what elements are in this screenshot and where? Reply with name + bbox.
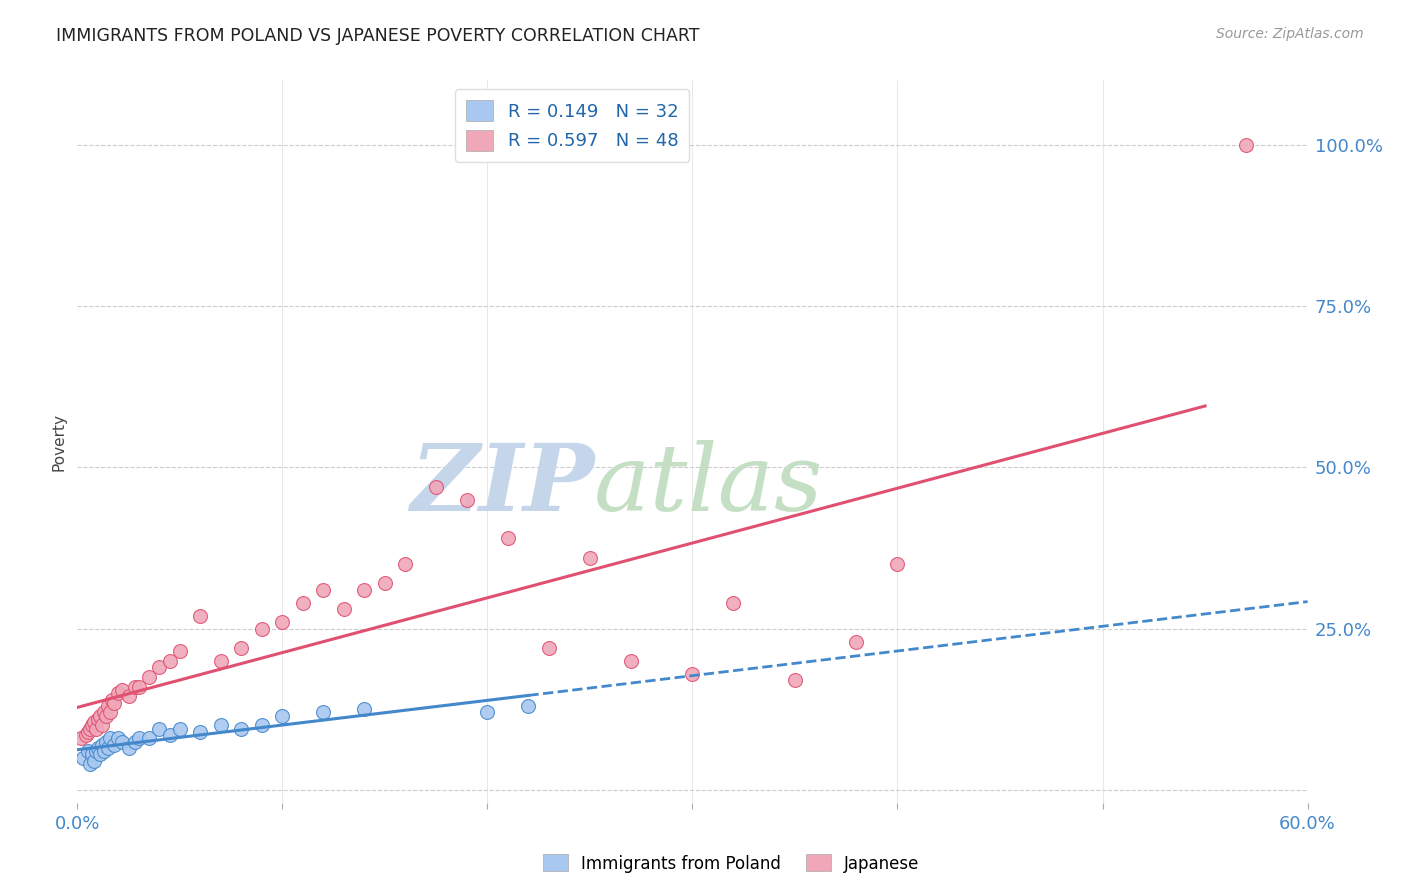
Point xyxy=(209,654,232,668)
Legend: Immigrants from Poland, Japanese: Immigrants from Poland, Japanese xyxy=(536,847,927,880)
Point xyxy=(75,728,97,742)
Point xyxy=(103,738,125,752)
Point xyxy=(845,634,868,648)
Point xyxy=(159,728,181,742)
Point xyxy=(124,680,146,694)
Point xyxy=(70,731,93,746)
Point xyxy=(209,718,232,732)
Point xyxy=(374,576,396,591)
Point xyxy=(353,582,375,597)
Point xyxy=(231,640,253,655)
Point xyxy=(103,696,125,710)
Point xyxy=(79,757,101,772)
Point xyxy=(620,654,643,668)
Point xyxy=(98,706,121,720)
Point xyxy=(111,682,134,697)
Text: IMMIGRANTS FROM POLAND VS JAPANESE POVERTY CORRELATION CHART: IMMIGRANTS FROM POLAND VS JAPANESE POVER… xyxy=(56,27,700,45)
Point xyxy=(231,722,253,736)
Point xyxy=(138,731,160,746)
Point xyxy=(98,731,121,746)
Point xyxy=(87,712,110,726)
Point xyxy=(169,644,191,658)
Text: ZIP: ZIP xyxy=(409,440,595,530)
Point xyxy=(579,550,602,565)
Point xyxy=(117,690,139,704)
Point xyxy=(84,744,107,758)
Point xyxy=(312,706,335,720)
Point xyxy=(93,706,115,720)
Point xyxy=(97,699,120,714)
Point xyxy=(271,615,294,630)
Point xyxy=(107,686,129,700)
Point xyxy=(148,722,170,736)
Point xyxy=(188,724,212,739)
Point xyxy=(783,673,806,688)
Point xyxy=(76,744,98,758)
Point xyxy=(456,492,478,507)
Point xyxy=(188,608,212,623)
Point xyxy=(496,531,519,545)
Point xyxy=(1234,137,1257,152)
Point xyxy=(80,718,103,732)
Point xyxy=(94,708,117,723)
Point xyxy=(394,557,416,571)
Point xyxy=(93,744,115,758)
Point xyxy=(79,722,101,736)
Point xyxy=(128,731,150,746)
Point xyxy=(250,718,273,732)
Point xyxy=(87,741,110,756)
Point xyxy=(250,622,273,636)
Y-axis label: Poverty: Poverty xyxy=(51,412,66,471)
Point xyxy=(101,692,124,706)
Point xyxy=(886,557,908,571)
Point xyxy=(128,680,150,694)
Point xyxy=(80,747,103,762)
Point xyxy=(517,699,540,714)
Point xyxy=(124,734,146,748)
Point xyxy=(94,734,117,748)
Point xyxy=(169,722,191,736)
Point xyxy=(353,702,375,716)
Point xyxy=(291,596,314,610)
Point xyxy=(111,734,134,748)
Point xyxy=(477,706,499,720)
Text: Source: ZipAtlas.com: Source: ZipAtlas.com xyxy=(1216,27,1364,41)
Point xyxy=(723,596,745,610)
Point xyxy=(90,718,114,732)
Point xyxy=(333,602,356,616)
Point xyxy=(89,747,111,762)
Point xyxy=(83,715,105,730)
Point xyxy=(76,724,98,739)
Point xyxy=(159,654,181,668)
Point xyxy=(117,741,139,756)
Point xyxy=(72,750,94,764)
Point xyxy=(97,741,120,756)
Point xyxy=(425,480,447,494)
Point xyxy=(84,722,107,736)
Point xyxy=(138,670,160,684)
Point xyxy=(148,660,170,674)
Point xyxy=(83,754,105,768)
Point xyxy=(107,731,129,746)
Text: atlas: atlas xyxy=(595,440,824,530)
Point xyxy=(271,708,294,723)
Point xyxy=(312,582,335,597)
Point xyxy=(537,640,560,655)
Point xyxy=(89,708,111,723)
Point xyxy=(682,666,704,681)
Point xyxy=(90,738,114,752)
Legend: R = 0.149   N = 32, R = 0.597   N = 48: R = 0.149 N = 32, R = 0.597 N = 48 xyxy=(456,89,689,161)
